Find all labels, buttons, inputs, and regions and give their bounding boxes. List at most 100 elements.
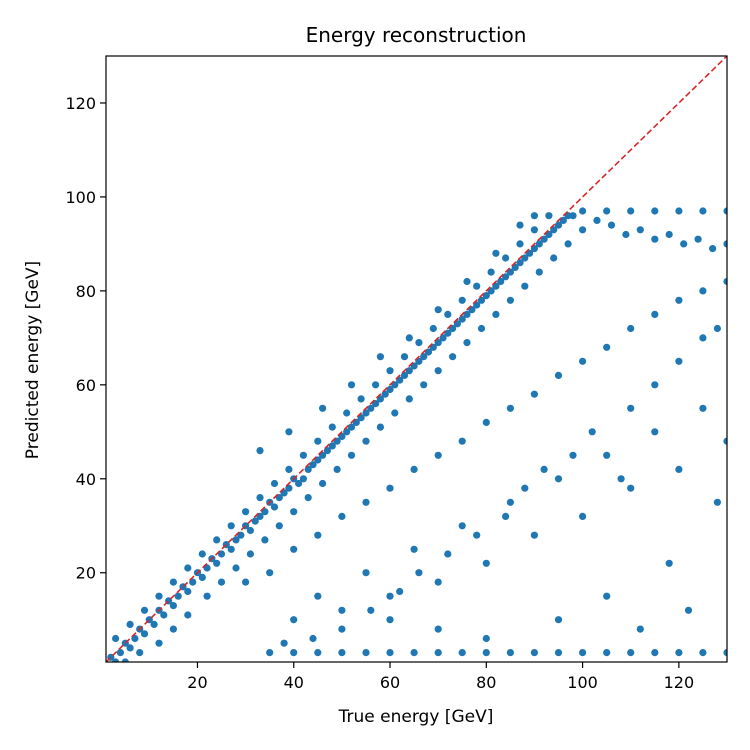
scatter-point — [280, 489, 288, 497]
scatter-point — [535, 268, 543, 276]
scatter-point — [651, 235, 659, 243]
scatter-point — [169, 625, 177, 633]
scatter-point — [362, 569, 370, 577]
scatter-point — [309, 461, 317, 469]
scatter-point — [502, 273, 510, 281]
scatter-point — [453, 320, 461, 328]
scatter-point — [482, 292, 490, 300]
scatter-point — [713, 498, 722, 506]
scatter-point — [314, 649, 322, 657]
scatter-point — [160, 611, 168, 619]
scatter-point — [492, 282, 500, 290]
scatter-point — [675, 649, 683, 657]
scatter-point — [405, 395, 413, 403]
scatter-point — [381, 390, 389, 398]
scatter-point — [579, 226, 587, 234]
scatter-point — [140, 606, 149, 614]
scatter-point — [256, 447, 264, 455]
scatter-point — [477, 296, 486, 304]
x-tick-label: 60 — [380, 673, 400, 692]
scatter-point — [516, 240, 524, 248]
scatter-point — [482, 634, 490, 643]
scatter-point — [482, 418, 490, 426]
scatter-point — [680, 240, 688, 248]
scatter-point — [458, 649, 466, 657]
scatter-point — [675, 357, 683, 365]
scatter-point — [386, 367, 394, 375]
scatter-point — [603, 649, 611, 657]
scatter-point — [338, 432, 346, 441]
scatter-point — [429, 343, 437, 351]
scatter-point — [270, 479, 279, 488]
scatter-point — [535, 240, 543, 248]
scatter-point — [699, 207, 707, 215]
scatter-point — [198, 550, 206, 558]
scatter-point — [116, 649, 124, 657]
scatter-point — [280, 639, 288, 647]
scatter-point — [285, 465, 293, 473]
scatter-point — [603, 343, 611, 351]
scatter-point — [622, 230, 630, 239]
scatter-point — [482, 649, 490, 657]
scatter-point — [415, 569, 423, 577]
plot-frame — [105, 55, 728, 663]
scatter-point — [569, 212, 577, 220]
scatter-point — [579, 207, 587, 215]
scatter-point — [232, 536, 240, 544]
scatter-point — [213, 559, 221, 567]
scatter-point — [579, 357, 587, 365]
x-tick-label: 100 — [567, 673, 598, 692]
y-tick-label: 40 — [76, 470, 96, 489]
scatter-point — [684, 606, 693, 614]
scatter-point — [410, 465, 418, 473]
scatter-point — [213, 536, 221, 544]
scatter-point — [400, 371, 409, 379]
scatter-point — [251, 517, 259, 525]
scatter-point — [516, 259, 524, 267]
scatter-point — [434, 367, 442, 375]
scatter-point — [569, 451, 577, 459]
scatter-point — [266, 649, 274, 657]
scatter-point — [386, 616, 394, 624]
scatter-point — [545, 212, 553, 220]
scatter-point — [372, 400, 380, 408]
scatter-point — [492, 310, 500, 318]
scatter-point — [362, 649, 370, 657]
scatter-point — [723, 649, 727, 657]
scatter-point — [458, 437, 466, 445]
scatter-point — [261, 536, 269, 544]
scatter-point — [444, 310, 452, 318]
scatter-point — [372, 381, 380, 389]
scatter-point — [304, 494, 312, 502]
scatter-point — [468, 306, 476, 314]
plot-area — [106, 56, 727, 662]
scatter-point — [203, 592, 211, 600]
scatter-point — [386, 385, 394, 394]
scatter-point — [554, 649, 563, 657]
scatter-point — [473, 282, 481, 290]
scatter-point — [506, 268, 514, 276]
scatter-point — [242, 578, 250, 586]
y-tick-label: 20 — [76, 564, 96, 583]
scatter-point — [617, 475, 625, 483]
scatter-point — [675, 207, 683, 215]
scatter-point — [723, 240, 727, 248]
scatter-point — [434, 649, 442, 657]
scatter-point — [314, 592, 322, 600]
scatter-point — [338, 512, 346, 521]
scatter-point — [651, 381, 659, 389]
scatter-point — [184, 564, 192, 572]
chart-title: Energy reconstruction — [306, 23, 527, 47]
scatter-point — [723, 277, 727, 286]
scatter-point — [299, 451, 307, 459]
scatter-point — [651, 428, 659, 436]
scatter-point — [627, 207, 635, 215]
scatter-point — [184, 587, 192, 596]
scatter-point — [694, 235, 702, 243]
x-axis-label: True energy [GeV] — [338, 707, 494, 727]
scatter-point — [420, 353, 428, 361]
scatter-point — [290, 545, 298, 553]
x-tick-label: 80 — [476, 673, 496, 692]
scatter-point — [150, 620, 158, 629]
scatter-point — [386, 592, 394, 600]
